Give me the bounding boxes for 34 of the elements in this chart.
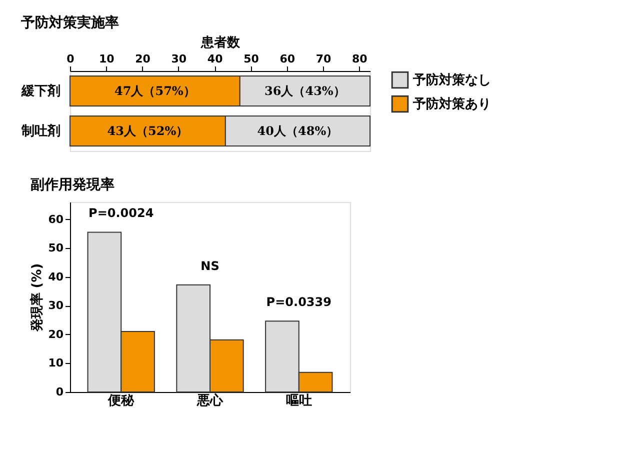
annotation: NS [200,258,220,273]
annotation: P=0.0024 [88,206,154,220]
y-tick-label: 50 [48,242,64,255]
data-label: 36人（43%） [264,84,346,98]
x-tick-label: 40 [207,52,224,66]
y-axis-title: 発現率 (%) [29,263,46,333]
x-tick-label: 70 [316,52,332,66]
y-tick-label: 20 [48,328,64,341]
x-tick-label: 0 [66,52,75,66]
annotation: P=0.0339 [266,295,332,310]
x-tick-label: 便秘 [107,394,136,408]
x-tick-label: 悪心 [196,392,224,408]
y-tick-label: 10 [48,356,64,370]
x-axis-title: 患者数 [200,34,241,50]
y-tick-label: 30 [48,299,64,312]
y-tick-label: 40 [48,270,64,284]
chart-title: 予防対策実施率 [20,14,119,31]
legend-label: 予防対策あり [412,96,491,112]
data-label: 40人（48%） [257,124,338,138]
y-tick-label: 緩下剤 [20,83,60,99]
y-tick-label: 制吐剤 [20,123,60,139]
x-tick-label: 60 [280,52,296,66]
y-tick-label: 60 [48,212,64,226]
x-tick-label: 50 [244,52,260,66]
x-tick-label: 30 [171,52,187,66]
data-label: 47人（57%） [114,84,196,98]
data-label: 43人（52%） [107,124,188,138]
x-tick-label: 10 [98,52,115,66]
x-tick-label: 20 [135,52,151,66]
y-tick-label: 0 [56,386,64,398]
legend-label: 予防対策なし [412,72,491,88]
x-tick-label: 嘔吐 [286,394,312,408]
chart-title: 副作用発現率 [30,176,115,193]
x-tick-label: 80 [352,52,368,66]
